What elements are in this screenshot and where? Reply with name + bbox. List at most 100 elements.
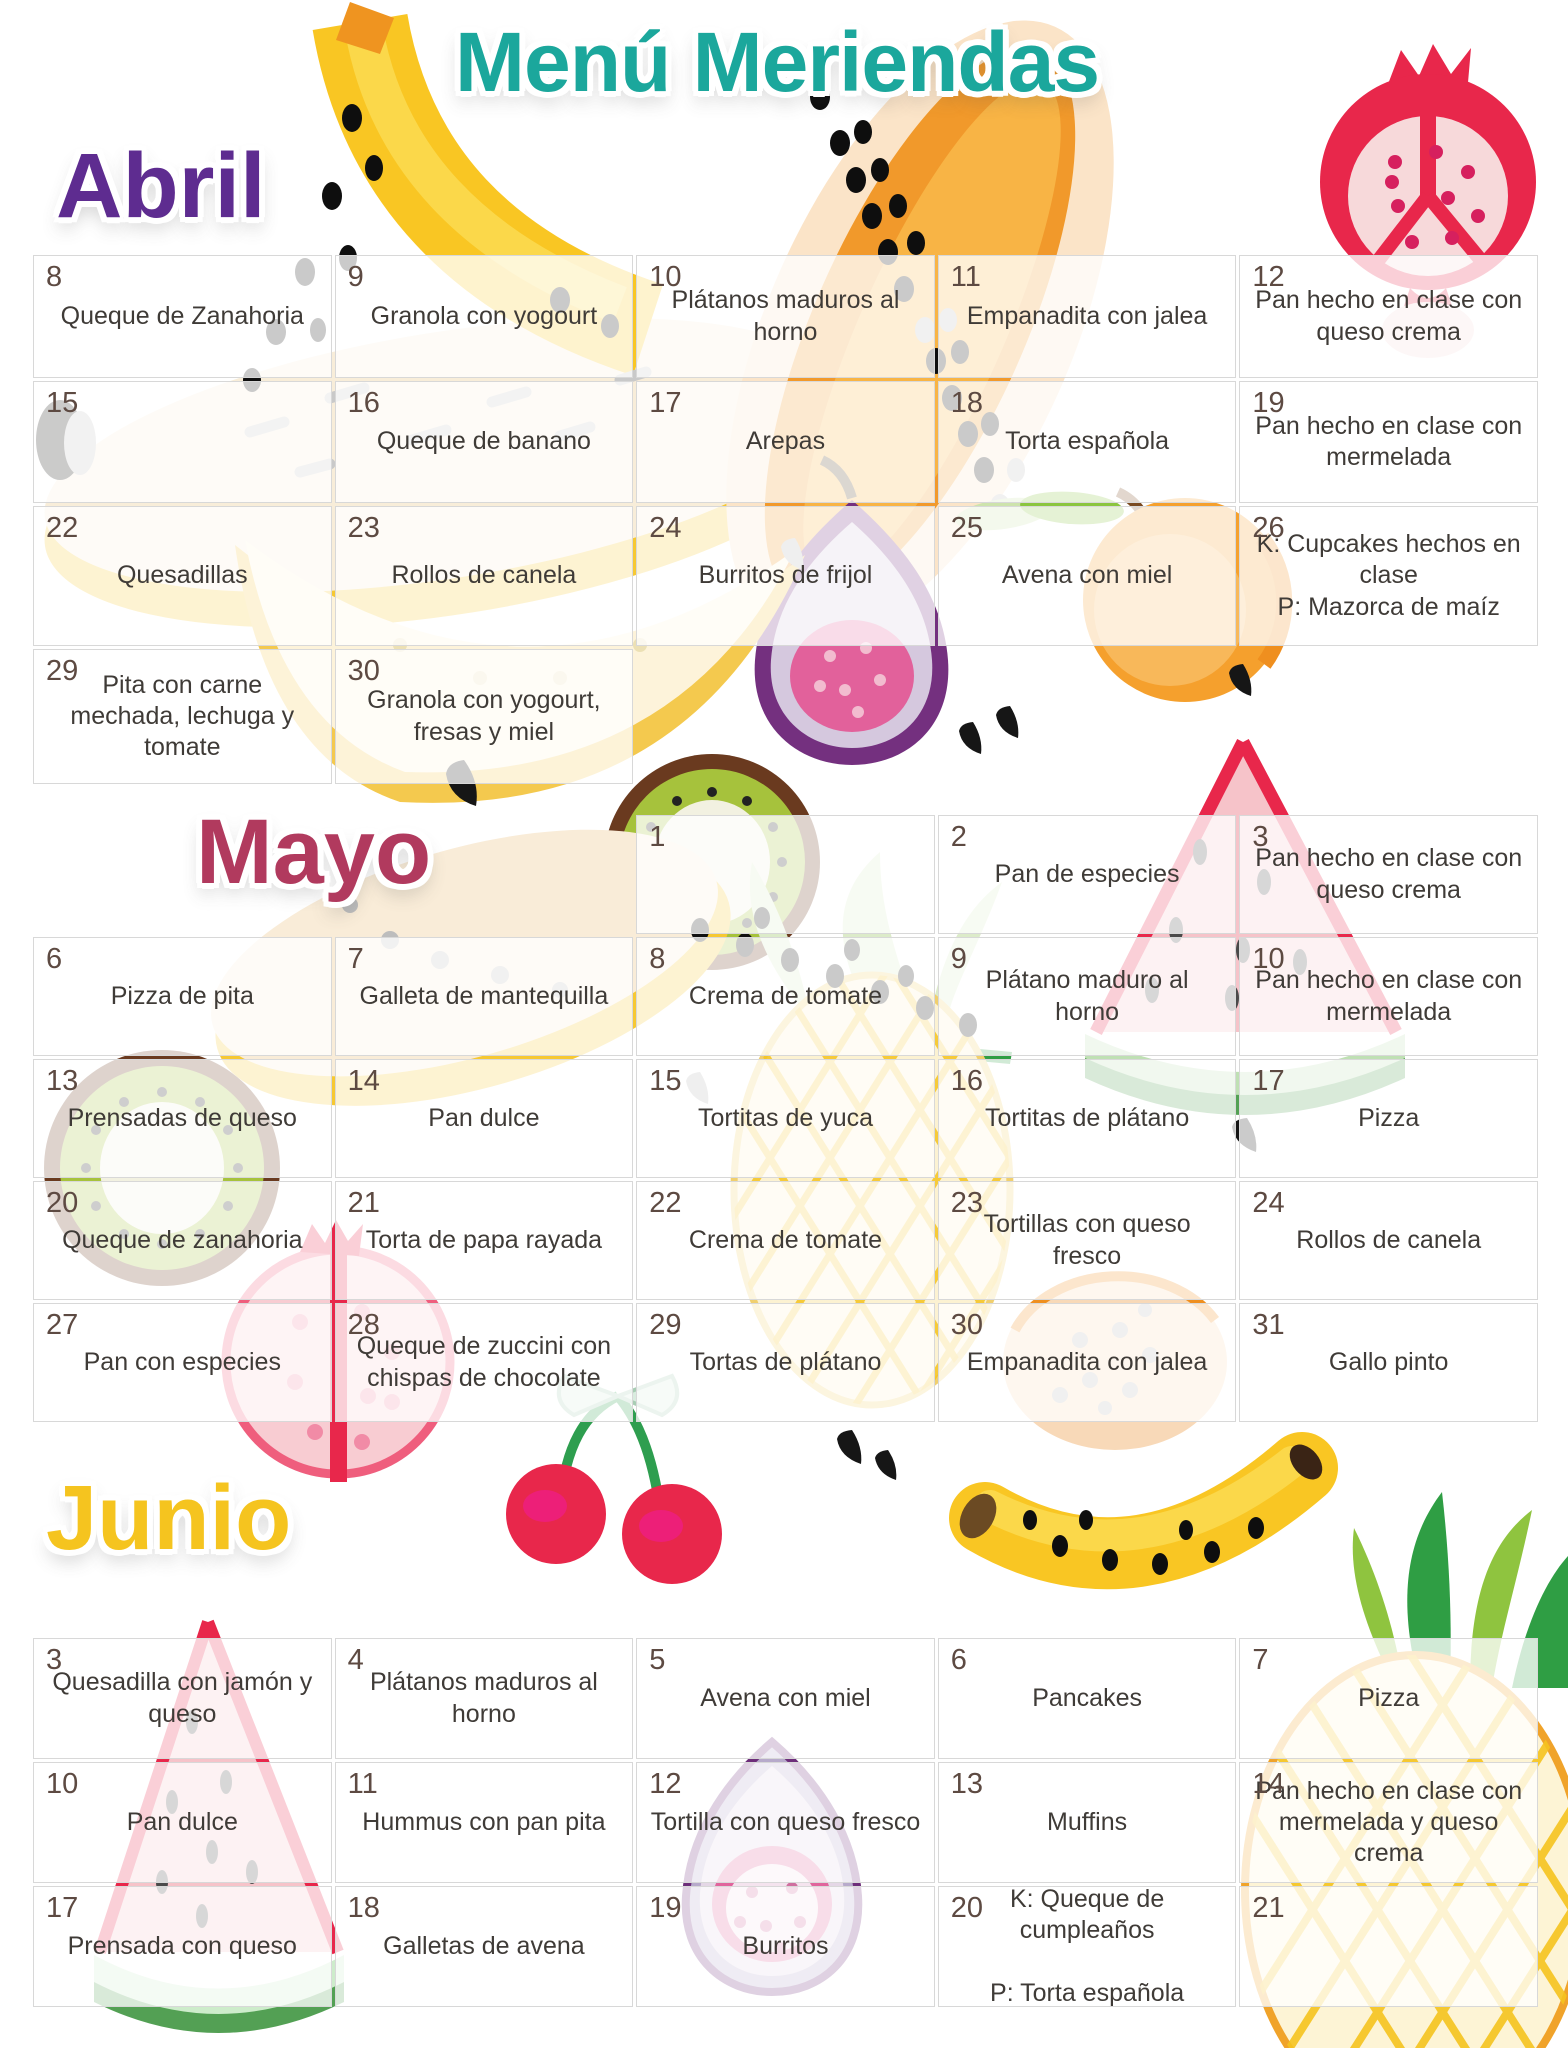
day-number: 27 <box>46 1309 79 1341</box>
calendar-cell: 9 Plátano maduro al horno <box>937 937 1237 1056</box>
day-number: 30 <box>950 1309 984 1341</box>
menu-item: Pizza <box>1358 1683 1420 1712</box>
day-number: 16 <box>950 1065 984 1097</box>
menu-item: K: Cupcakes hechos en clase P: Mazorca d… <box>1256 530 1521 621</box>
calendar-cell: 18 Galletas de avena <box>334 1886 634 2007</box>
calendar-cell: 8 Crema de tomate <box>636 937 935 1056</box>
day-number: 2 <box>950 821 967 853</box>
calendar-cell: 12 Pan hecho en clase con queso crema <box>1239 255 1538 378</box>
menu-item: Granola con yogourt, fresas y miel <box>367 686 601 746</box>
calendar-cell: 20 Queque de zanahoria <box>33 1181 332 1300</box>
calendar-cell: 16 Tortitas de plátano <box>937 1059 1237 1178</box>
calendar-cell: 6 Pizza de pita <box>33 937 332 1056</box>
day-number: 1 <box>649 821 666 853</box>
menu-item <box>1240 1887 1537 2006</box>
day-number: 16 <box>347 387 380 419</box>
calendar-cell: 21 <box>1239 1886 1538 2007</box>
day-number: 3 <box>1252 821 1269 853</box>
day-number: 28 <box>347 1309 380 1341</box>
menu-item: Gallo pinto <box>1328 1347 1449 1376</box>
calendar-cell: 11 Empanadita con jalea <box>937 255 1237 378</box>
calendar-cell: 1 <box>636 815 935 934</box>
menu-item: Pan hecho en clase con queso crema <box>1255 286 1523 346</box>
calendar-cell: 29 Tortas de plátano <box>636 1303 935 1422</box>
calendar-cell: 13 Muffins <box>937 1762 1237 1883</box>
calendar-cell: 10 Pan hecho en clase con mermelada <box>1239 937 1538 1056</box>
menu-item: Arepas <box>745 427 826 456</box>
day-number: 26 <box>1252 512 1285 544</box>
menu-item: Tortitas de plátano <box>984 1103 1190 1132</box>
menu-item: Prensadas de queso <box>67 1103 297 1132</box>
day-number: 14 <box>347 1065 380 1097</box>
calendar-cell: 17 Pizza <box>1239 1059 1538 1178</box>
day-number: 15 <box>649 1065 682 1097</box>
page-title: Menú Meriendas <box>455 15 1100 109</box>
day-number: 3 <box>46 1644 63 1676</box>
calendar-cell: 3 Quesadilla con jamón y queso <box>33 1638 332 1759</box>
calendar-cell: 22 Crema de tomate <box>636 1181 935 1300</box>
day-number: 21 <box>1252 1892 1285 1924</box>
day-number: 13 <box>46 1065 79 1097</box>
calendar-cell: 26 K: Cupcakes hechos en clase P: Mazorca… <box>1239 506 1538 646</box>
day-number: 10 <box>1252 943 1285 975</box>
month-grid: 8 Queque de Zanahoria 9 Granola con yogourt… <box>33 255 1538 784</box>
menu-item: Queque de zuccini con chispas de chocola… <box>356 1332 612 1392</box>
calendar-cell: 20 K: Queque de cumpleaños P: Torta españ… <box>937 1885 1237 2007</box>
month-title: Junio <box>46 1467 292 1569</box>
menu-item: K: Queque de cumpleaños P: Torta español… <box>990 1885 1185 2007</box>
menu-item: Quesadillas <box>116 561 248 590</box>
menu-item: Plátanos maduros al horno <box>369 1668 598 1728</box>
banana-bottom-icon <box>949 1432 1338 1590</box>
menu-item: Pan dulce <box>428 1103 540 1132</box>
calendar-cell: 27 Pan con especies <box>33 1303 332 1422</box>
menu-item: Pan con especies <box>83 1347 281 1376</box>
day-number: 6 <box>46 943 63 975</box>
calendar-cell: 19 Burritos <box>636 1886 935 2007</box>
calendar-cell: 14 Pan dulce <box>334 1059 634 1178</box>
day-number: 10 <box>649 261 682 293</box>
menu-item: Tortas de plátano <box>689 1347 882 1376</box>
empty-cell <box>1239 649 1538 784</box>
day-number: 23 <box>950 1187 984 1219</box>
menu-item: Pizza de pita <box>110 981 254 1010</box>
day-number: 22 <box>46 512 79 544</box>
day-number: 13 <box>950 1768 984 1800</box>
day-number: 25 <box>950 512 984 544</box>
calendar-cell: 3 Pan hecho en clase con queso crema <box>1239 815 1538 934</box>
menu-item: Pita con carne mechada, lechuga y tomate <box>70 670 295 762</box>
day-number: 23 <box>347 512 380 544</box>
menu-item: Granola con yogourt <box>370 301 598 330</box>
day-number: 18 <box>950 387 984 419</box>
day-number: 19 <box>1252 387 1285 419</box>
calendar-cell: 9 Granola con yogourt <box>334 255 634 378</box>
menu-item: Torta de papa rayada <box>365 1225 603 1254</box>
day-number: 20 <box>950 1892 984 1924</box>
day-number: 11 <box>950 261 981 293</box>
day-number: 9 <box>950 943 967 975</box>
calendar-cell: 2 Pan de especies <box>937 815 1237 934</box>
menu-item: Prensada con queso <box>67 1931 297 1960</box>
calendar-cell: 11 Hummus con pan pita <box>334 1762 634 1883</box>
day-number: 5 <box>649 1644 666 1676</box>
day-number: 10 <box>46 1768 79 1800</box>
menu-item <box>637 816 934 933</box>
calendar-cell: 15 Tortitas de yuca <box>636 1059 935 1178</box>
calendar-cell: 8 Queque de Zanahoria <box>33 255 332 378</box>
menu-item: Crema de tomate <box>688 1225 883 1254</box>
calendar-cell: 5 Avena con miel <box>636 1638 935 1759</box>
day-number: 9 <box>347 261 364 293</box>
calendar-cell: 23 Rollos de canela <box>334 506 634 646</box>
menu-item: Muffins <box>1047 1807 1128 1836</box>
menu-item: Plátano maduro al horno <box>985 966 1189 1026</box>
menu-item: Pan hecho en clase con mermelada <box>1255 411 1523 471</box>
menu-item: Tortillas con queso fresco <box>983 1210 1191 1270</box>
calendar-cell: 24 Rollos de canela <box>1239 1181 1538 1300</box>
day-number: 7 <box>347 943 364 975</box>
calendar-cell: 23 Tortillas con queso fresco <box>937 1181 1237 1300</box>
calendar-cell: 22 Quesadillas <box>33 506 332 646</box>
calendar-cell: 21 Torta de papa rayada <box>334 1181 634 1300</box>
calendar-cell: 28 Queque de zuccini con chispas de choco… <box>334 1303 634 1422</box>
menu-item: Plátanos maduros al horno <box>671 286 900 346</box>
calendar-cell: 17 Arepas <box>636 381 935 503</box>
